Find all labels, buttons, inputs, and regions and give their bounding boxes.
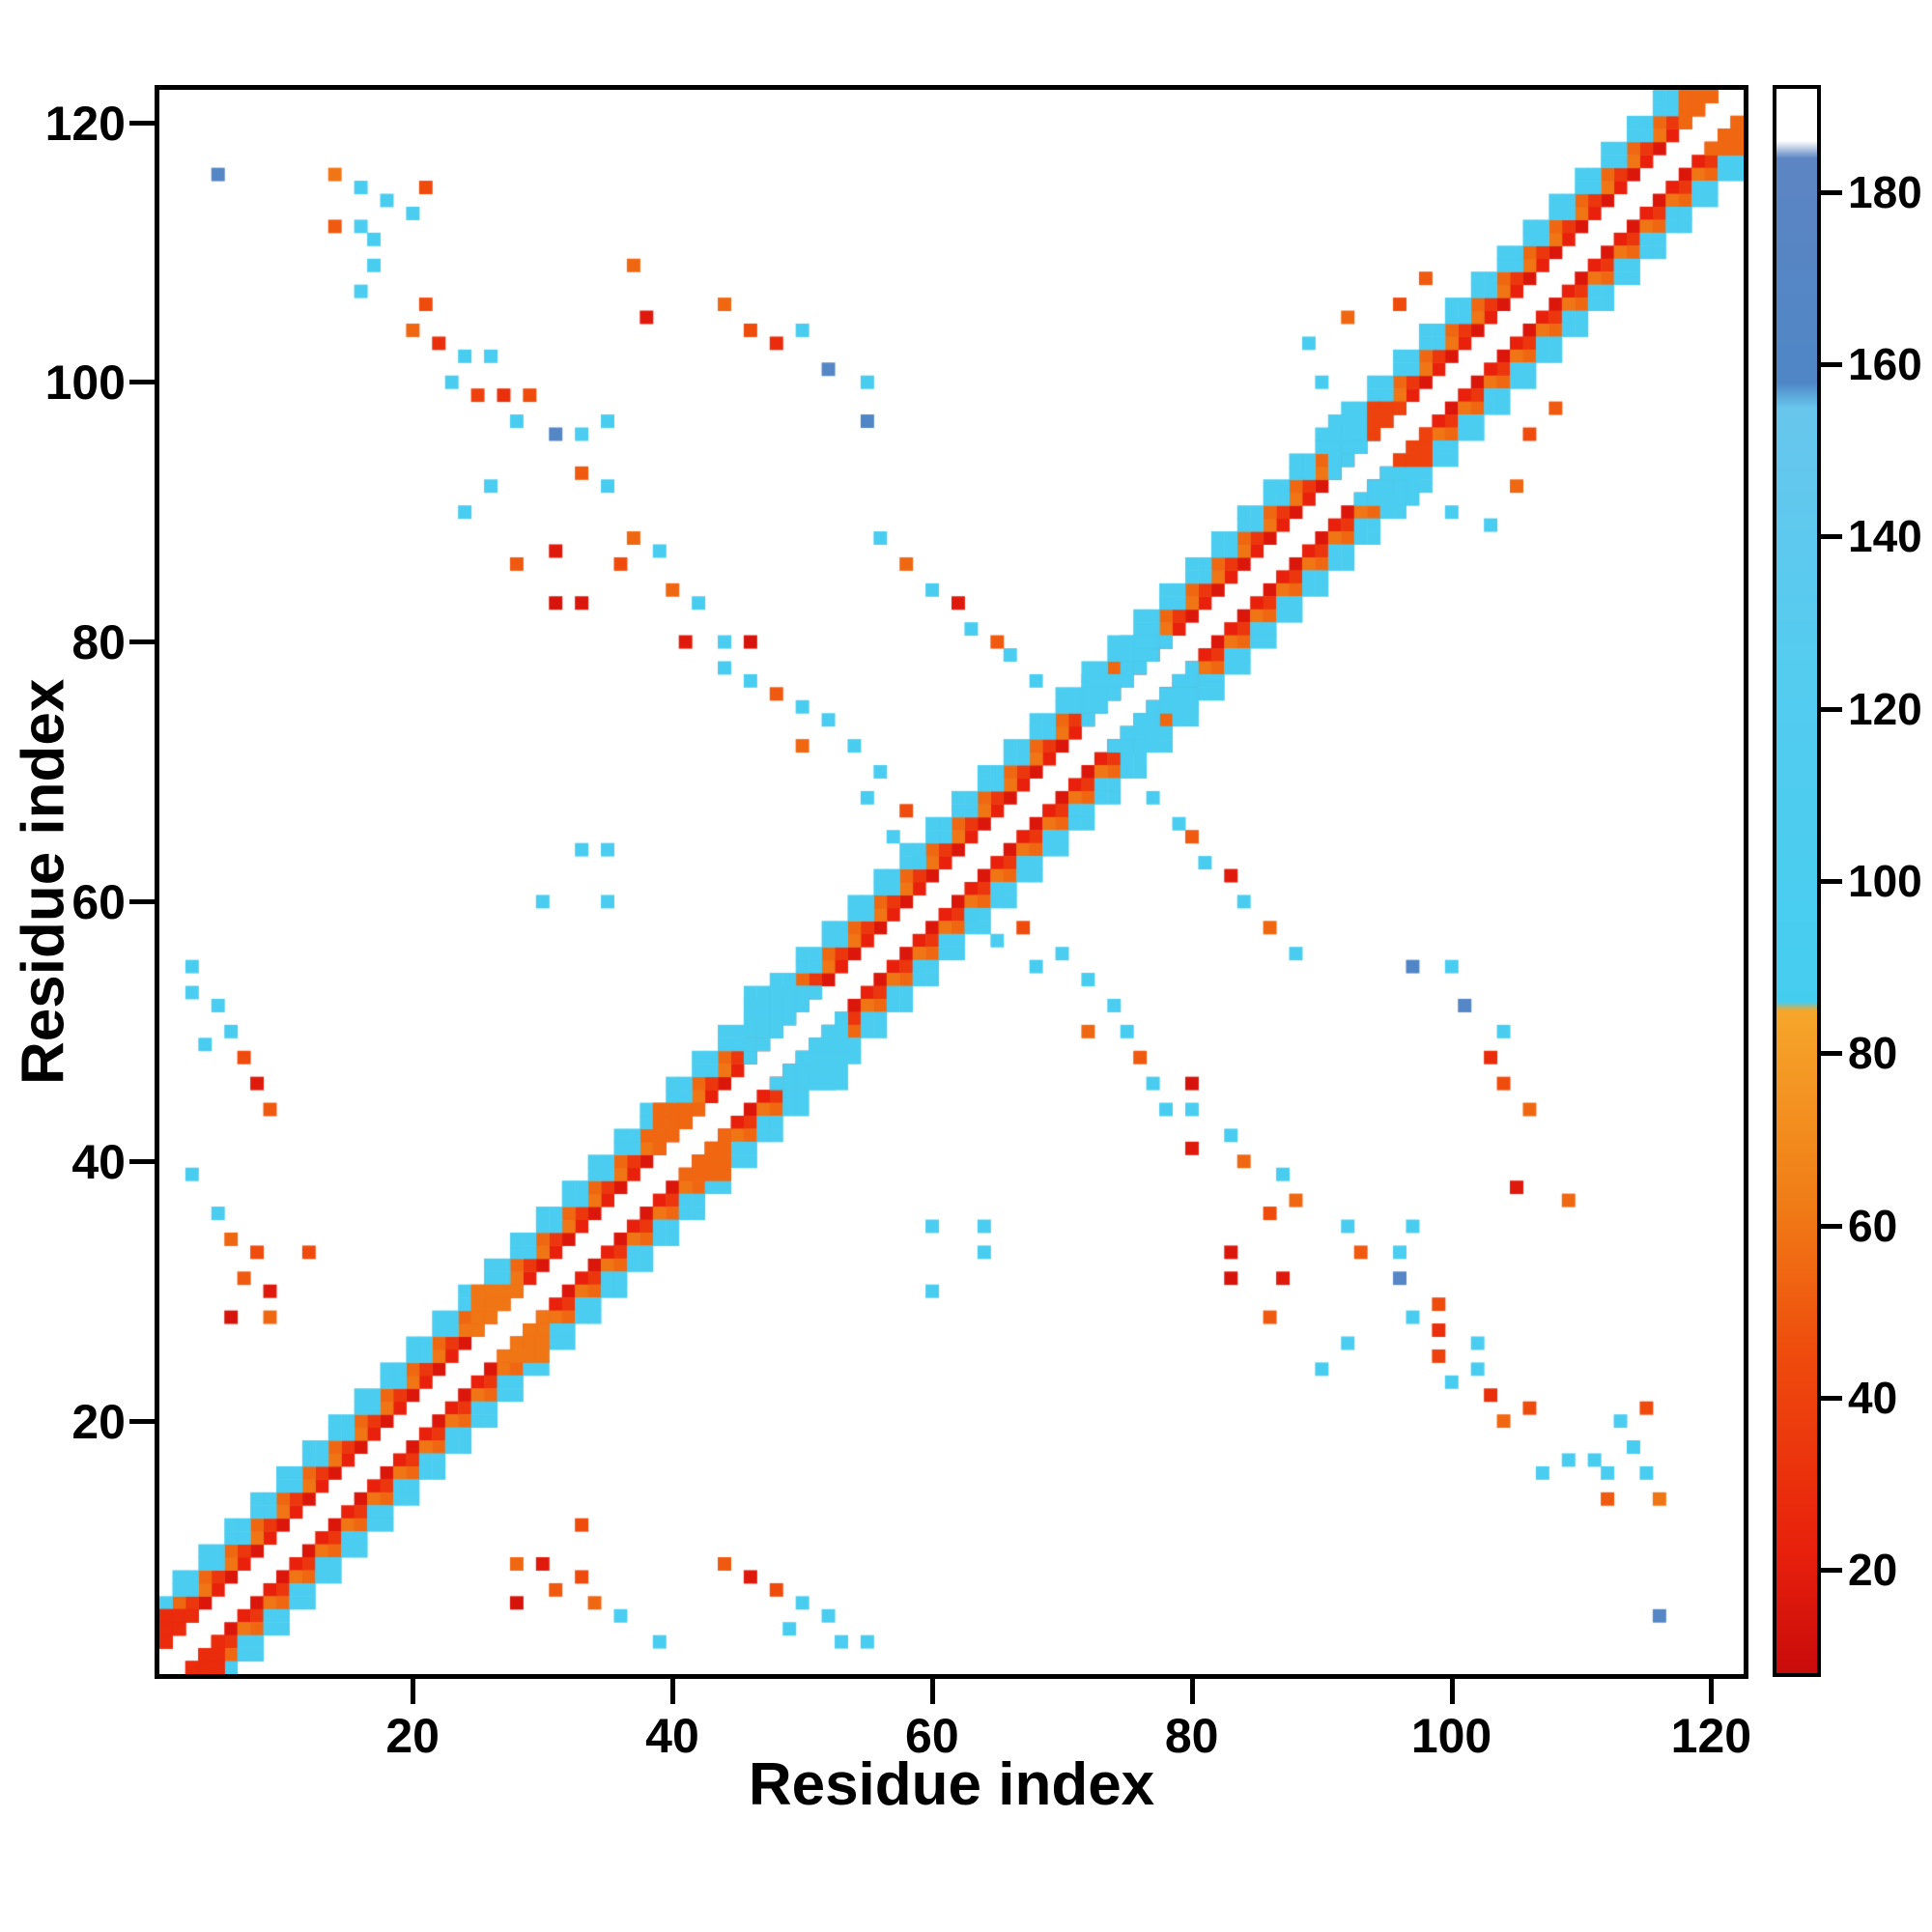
x-tick-label: 100 xyxy=(1410,1709,1492,1763)
plot-area xyxy=(155,85,1748,1679)
y-tick-label: 40 xyxy=(71,1135,126,1190)
colorbar-tick-mark xyxy=(1817,879,1842,884)
y-tick-mark xyxy=(129,380,155,385)
x-tick-label: 60 xyxy=(905,1709,959,1763)
colorbar-tick-label: 180 xyxy=(1848,166,1922,217)
colorbar-tick-mark xyxy=(1817,1051,1842,1057)
x-tick-mark xyxy=(411,1679,416,1704)
colorbar-tick-mark xyxy=(1817,1223,1842,1229)
colorbar-tick-label: 160 xyxy=(1848,339,1922,390)
x-tick-mark xyxy=(669,1679,675,1704)
colorbar-tick-label: 120 xyxy=(1848,683,1922,734)
y-tick-mark xyxy=(129,120,155,126)
colorbar-tick-label: 100 xyxy=(1848,856,1922,906)
y-tick-label: 120 xyxy=(44,96,126,151)
colorbar-tick-mark xyxy=(1817,362,1842,368)
y-tick-mark xyxy=(129,639,155,645)
colorbar xyxy=(1773,85,1821,1677)
colorbar-tick-mark xyxy=(1817,189,1842,195)
y-tick-label: 20 xyxy=(71,1394,126,1449)
x-tick-mark xyxy=(929,1679,935,1704)
y-tick-mark xyxy=(129,1418,155,1424)
colorbar-tick-label: 80 xyxy=(1848,1028,1898,1079)
colorbar-tick-label: 20 xyxy=(1848,1545,1898,1596)
x-tick-label: 120 xyxy=(1670,1709,1752,1763)
y-tick-mark xyxy=(129,899,155,905)
x-axis-label: Residue index xyxy=(748,1751,1155,1818)
y-tick-label: 100 xyxy=(44,355,126,411)
x-tick-label: 40 xyxy=(645,1709,699,1763)
y-tick-label: 60 xyxy=(71,875,126,930)
colorbar-tick-mark xyxy=(1817,706,1842,712)
colorbar-tick-label: 60 xyxy=(1848,1200,1898,1251)
colorbar-canvas xyxy=(1776,89,1817,1673)
x-tick-label: 80 xyxy=(1164,1709,1219,1763)
x-tick-label: 20 xyxy=(385,1709,440,1763)
heatmap-canvas xyxy=(159,90,1744,1674)
colorbar-tick-mark xyxy=(1817,1568,1842,1574)
colorbar-tick-mark xyxy=(1817,1395,1842,1401)
y-tick-label: 80 xyxy=(71,615,126,670)
colorbar-tick-mark xyxy=(1817,534,1842,540)
colorbar-tick-label: 140 xyxy=(1848,511,1922,562)
y-tick-mark xyxy=(129,1159,155,1165)
x-tick-mark xyxy=(1709,1679,1715,1704)
colorbar-tick-label: 40 xyxy=(1848,1372,1898,1423)
x-tick-mark xyxy=(1449,1679,1455,1704)
x-tick-mark xyxy=(1189,1679,1195,1704)
